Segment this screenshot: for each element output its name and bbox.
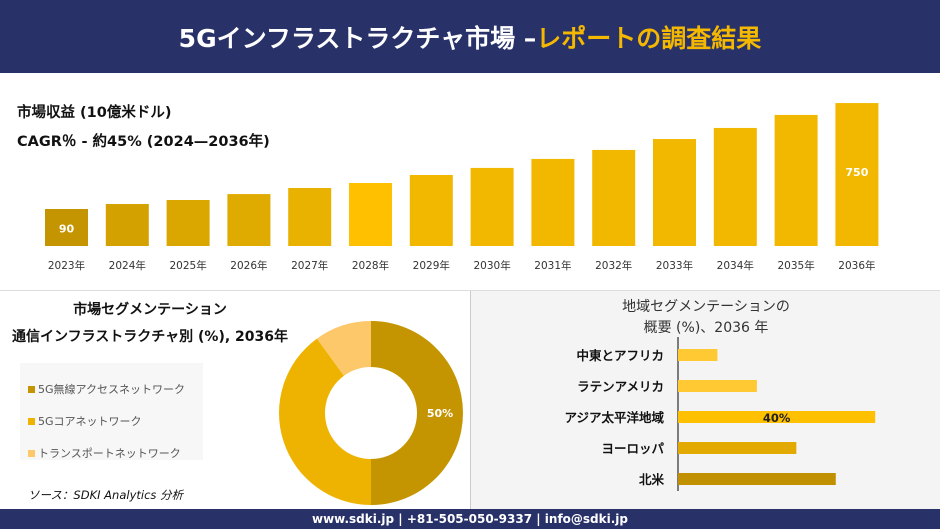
category-label: ヨーロッパ [601, 441, 664, 456]
footer-contact: www.sdki.jp | +81-505-050-9337 | info@sd… [0, 509, 940, 529]
x-tick-label: 2023年 [48, 259, 85, 272]
region-subtitle: 概要 (%)、2036 年 [643, 320, 769, 336]
x-tick-label: 2036年 [838, 259, 875, 272]
x-tick-label: 2033年 [656, 259, 693, 272]
region-title: 地域セグメンテーションの [622, 299, 790, 315]
x-tick-label: 2029年 [413, 259, 450, 272]
bar [678, 380, 757, 392]
legend-swatch [28, 449, 35, 457]
bar [105, 204, 149, 246]
x-tick-label: 2030年 [473, 259, 510, 272]
x-tick-label: 2024年 [109, 259, 146, 272]
x-tick-label: 2035年 [777, 259, 814, 272]
segment-subtitle: 通信インフラストラクチャ別 (%), 2036年 [11, 329, 288, 345]
x-tick-label: 2026年 [230, 259, 267, 272]
data-label: 750 [845, 166, 868, 179]
legend-label: 5G無線アクセスネットワーク [38, 383, 185, 396]
region-panel: 地域セグメンテーションの 概要 (%)、2036 年 中東とアフリカ ラテンアメリ… [470, 291, 940, 509]
header-banner: 5Gインフラストラクチャ市場 – レポートの調査結果 [0, 0, 940, 73]
bar [835, 103, 879, 246]
donut-chart: 50% [279, 321, 463, 505]
donut-slice [316, 321, 371, 376]
donut-legend: 5G無線アクセスネットワーク 5Gコアネットワーク トランスポートネットワーク [20, 363, 203, 460]
bar [45, 209, 88, 246]
header-title: 5Gインフラストラクチャ市場 – [178, 23, 537, 53]
bar [678, 442, 797, 454]
x-tick-label: 2028年 [352, 259, 389, 272]
category-label: 北米 [639, 472, 665, 487]
data-label: 40% [763, 411, 791, 425]
cagr-text: CAGR％ - 約45% (2024—2036年) [17, 134, 270, 150]
bar [409, 174, 453, 246]
header-title-accent: レポートの調査結果 [536, 23, 762, 53]
revenue-title: 市場収益 (10億米ドル) [17, 105, 172, 121]
x-tick-label: 2032年 [595, 259, 632, 272]
x-tick-label: 2025年 [169, 259, 206, 272]
donut-slice [279, 338, 371, 505]
data-label: 50% [427, 407, 453, 420]
category-label: アジア太平洋地域 [564, 410, 664, 425]
bar [531, 158, 575, 246]
bar [774, 114, 818, 247]
x-tick-label: 2034年 [717, 259, 754, 272]
bar [713, 127, 757, 246]
bar [678, 411, 876, 423]
bar [678, 349, 718, 361]
bar [166, 200, 210, 246]
bar [470, 167, 514, 246]
bar [678, 473, 836, 485]
bar [227, 194, 271, 246]
donut-slice [371, 321, 463, 505]
category-label: ラテンアメリカ [577, 379, 664, 394]
segment-panel: 市場セグメンテーション 通信インフラストラクチャ別 (%), 2036年 5G無… [0, 291, 470, 509]
bar [653, 139, 696, 246]
source-note: ソース：SDKI Analytics 分析 [28, 488, 184, 502]
category-label: 中東とアフリカ [576, 348, 664, 363]
segment-title: 市場セグメンテーション [73, 302, 227, 318]
bar [288, 187, 332, 246]
legend-label: トランスポートネットワーク [38, 447, 181, 460]
bar [349, 182, 392, 246]
legend-item: 5Gコアネットワーク [28, 405, 203, 437]
data-label: 90 [59, 223, 75, 236]
revenue-chart: 2023年 90 2024年 2025年 2026年 2027年 2028年 2029年 203… [45, 103, 879, 272]
legend-label: 5Gコアネットワーク [38, 415, 142, 428]
legend-item: トランスポートネットワーク [28, 437, 203, 469]
legend-swatch [28, 417, 35, 425]
bar [592, 149, 636, 246]
x-tick-label: 2027年 [291, 259, 328, 272]
revenue-panel: 2023年 90 2024年 2025年 2026年 2027年 2028年 2029年 203… [0, 73, 940, 291]
legend-swatch [28, 385, 35, 393]
legend-item: 5G無線アクセスネットワーク [28, 373, 203, 405]
x-tick-label: 2031年 [534, 259, 571, 272]
